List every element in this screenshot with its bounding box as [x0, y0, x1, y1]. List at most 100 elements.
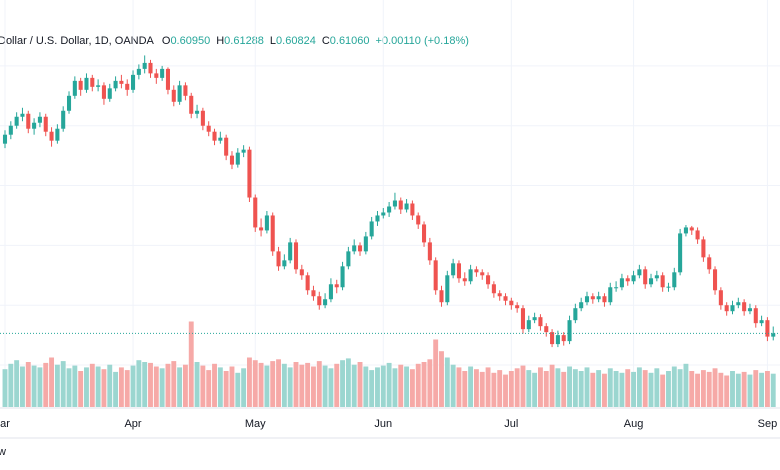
field-value: 0.60824 [276, 35, 316, 47]
candle-body [480, 272, 485, 276]
volume-bar [473, 369, 479, 407]
volume-bar [671, 366, 677, 407]
x-tick-label: May [245, 418, 266, 430]
volume-bar [299, 364, 305, 407]
volume-bar [20, 366, 25, 407]
candle-body [90, 77, 95, 87]
candle-body [369, 221, 374, 237]
volume-bar [409, 369, 415, 407]
candle-body [573, 308, 578, 321]
volume-bar [619, 372, 625, 407]
volume-bar [398, 364, 404, 407]
candle-body [538, 317, 543, 327]
field-label: O [162, 35, 171, 47]
volume-bar [654, 368, 660, 407]
volume-bar [72, 365, 78, 407]
candle-body [631, 275, 636, 282]
volume-bar [334, 363, 340, 407]
candle-body [398, 200, 403, 210]
volume-bar [212, 363, 217, 407]
volume-bar [526, 370, 532, 407]
candle-body [654, 275, 659, 279]
candle-body [101, 85, 106, 99]
candle-body [427, 242, 432, 261]
candle-body [445, 275, 450, 303]
candle-body [561, 335, 566, 342]
candle-body [276, 251, 281, 267]
candle-body [259, 227, 264, 231]
volume-bar [677, 369, 683, 407]
grid [0, 0, 780, 408]
x-tick-label: Jul [504, 418, 518, 430]
volume-bar [549, 364, 555, 407]
field-value: 0.60950 [170, 35, 210, 47]
volume-bar [735, 373, 741, 407]
field-label: C [322, 35, 330, 47]
candle-body [165, 68, 170, 90]
volume-bar [200, 365, 206, 407]
candle-body [328, 284, 333, 300]
candle-body [736, 302, 741, 306]
candle-body [125, 83, 130, 90]
volume-bar [264, 365, 270, 407]
candle-body [520, 308, 526, 330]
volume-bar [37, 367, 43, 407]
volume-bar [543, 371, 549, 407]
volume-bar [718, 372, 724, 407]
volume-bar [537, 367, 543, 407]
candle-body [224, 137, 229, 156]
field-value: 0.61288 [224, 35, 264, 47]
candle-body [602, 296, 607, 303]
x-tick-label: Jun [374, 418, 392, 430]
volume-bar [444, 357, 450, 407]
volume-bar [380, 365, 386, 407]
candle-body [771, 333, 776, 337]
volume-bar [584, 367, 590, 407]
candle-body [689, 227, 694, 231]
candle-body [462, 278, 467, 282]
volume-bar [607, 368, 613, 407]
candle-body [759, 320, 764, 324]
candle-body [334, 284, 339, 288]
volume-bar [165, 363, 171, 407]
candle-body [171, 89, 176, 102]
candle-body [84, 77, 89, 90]
volume-bar [375, 367, 380, 407]
volume-bar [689, 371, 695, 407]
candle-body [26, 113, 31, 129]
candle-body [596, 296, 601, 300]
candle-body [177, 85, 182, 102]
candle-body [32, 122, 37, 129]
candle-body [96, 85, 101, 87]
candle-body [340, 266, 345, 288]
volume-bar [631, 371, 637, 407]
candle-body [107, 88, 112, 99]
candle-body [160, 68, 165, 78]
volume-bar [747, 374, 753, 407]
volume-bar [305, 362, 311, 407]
candle-body [695, 230, 700, 240]
volume-bar [450, 364, 456, 407]
candle-body [648, 278, 654, 285]
volume-bar [31, 365, 37, 407]
candle-body [730, 305, 735, 312]
candle-body [672, 272, 677, 288]
volume-bar [153, 366, 159, 407]
candle-body [404, 203, 409, 210]
volume-bar [159, 368, 165, 407]
candle-body [136, 68, 141, 75]
candle-body [614, 287, 619, 289]
volume-bar [287, 367, 293, 407]
volume-bar [84, 367, 89, 407]
field-label: L [270, 35, 276, 47]
candle-body [713, 269, 718, 291]
volume-bar [712, 368, 718, 407]
volume-bar [25, 362, 31, 407]
candle-body [119, 80, 124, 84]
volume-bar [206, 370, 212, 407]
volume-bar [369, 370, 375, 407]
candle-body [608, 287, 613, 303]
volume-bar [363, 366, 369, 407]
change: +0.00110 (+0.18%) [376, 35, 469, 47]
